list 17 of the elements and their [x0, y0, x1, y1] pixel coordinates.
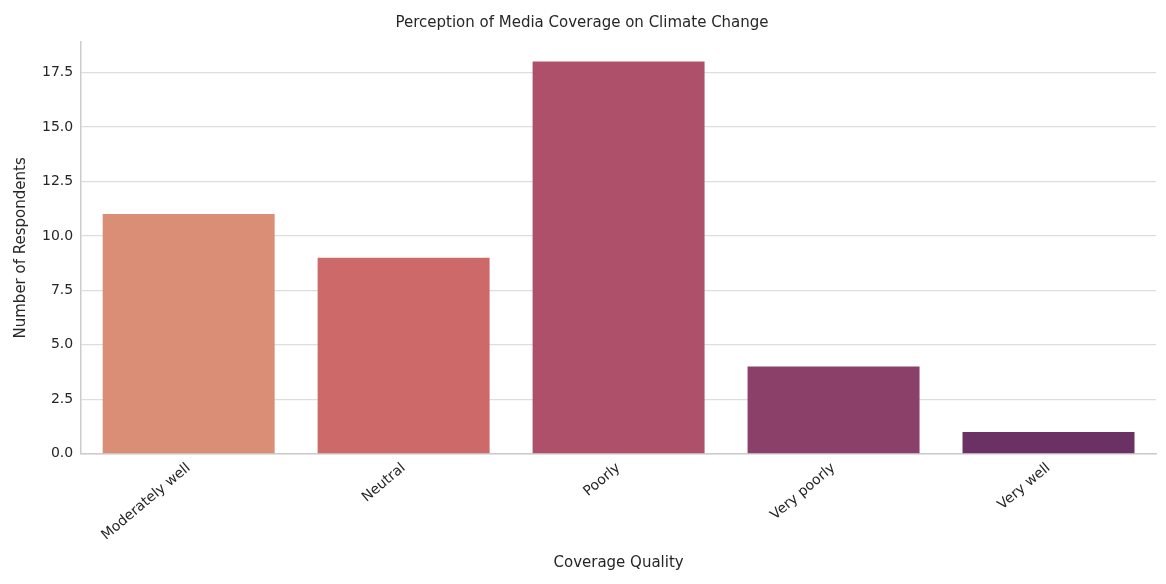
- bar: [962, 431, 1135, 454]
- y-tick-label: 0.0: [50, 444, 74, 461]
- bar: [747, 366, 920, 454]
- y-tick-label: 12.5: [42, 172, 74, 189]
- bar: [102, 214, 275, 454]
- y-tick-label: 5.0: [50, 335, 74, 352]
- y-tick-label: 2.5: [50, 389, 74, 406]
- x-axis-title: Coverage Quality: [553, 552, 684, 571]
- y-tick-label: 15.0: [42, 117, 74, 134]
- bar: [532, 61, 705, 454]
- x-tick-label: Very well: [993, 459, 1053, 513]
- y-tick-label: 17.5: [42, 63, 74, 80]
- bar: [317, 257, 490, 454]
- y-tick-label: 10.0: [42, 226, 74, 243]
- chart-title: Perception of Media Coverage on Climate Change: [395, 12, 769, 31]
- y-tick-label: 7.5: [50, 281, 74, 297]
- y-axis-title: Number of Respondents: [10, 157, 29, 339]
